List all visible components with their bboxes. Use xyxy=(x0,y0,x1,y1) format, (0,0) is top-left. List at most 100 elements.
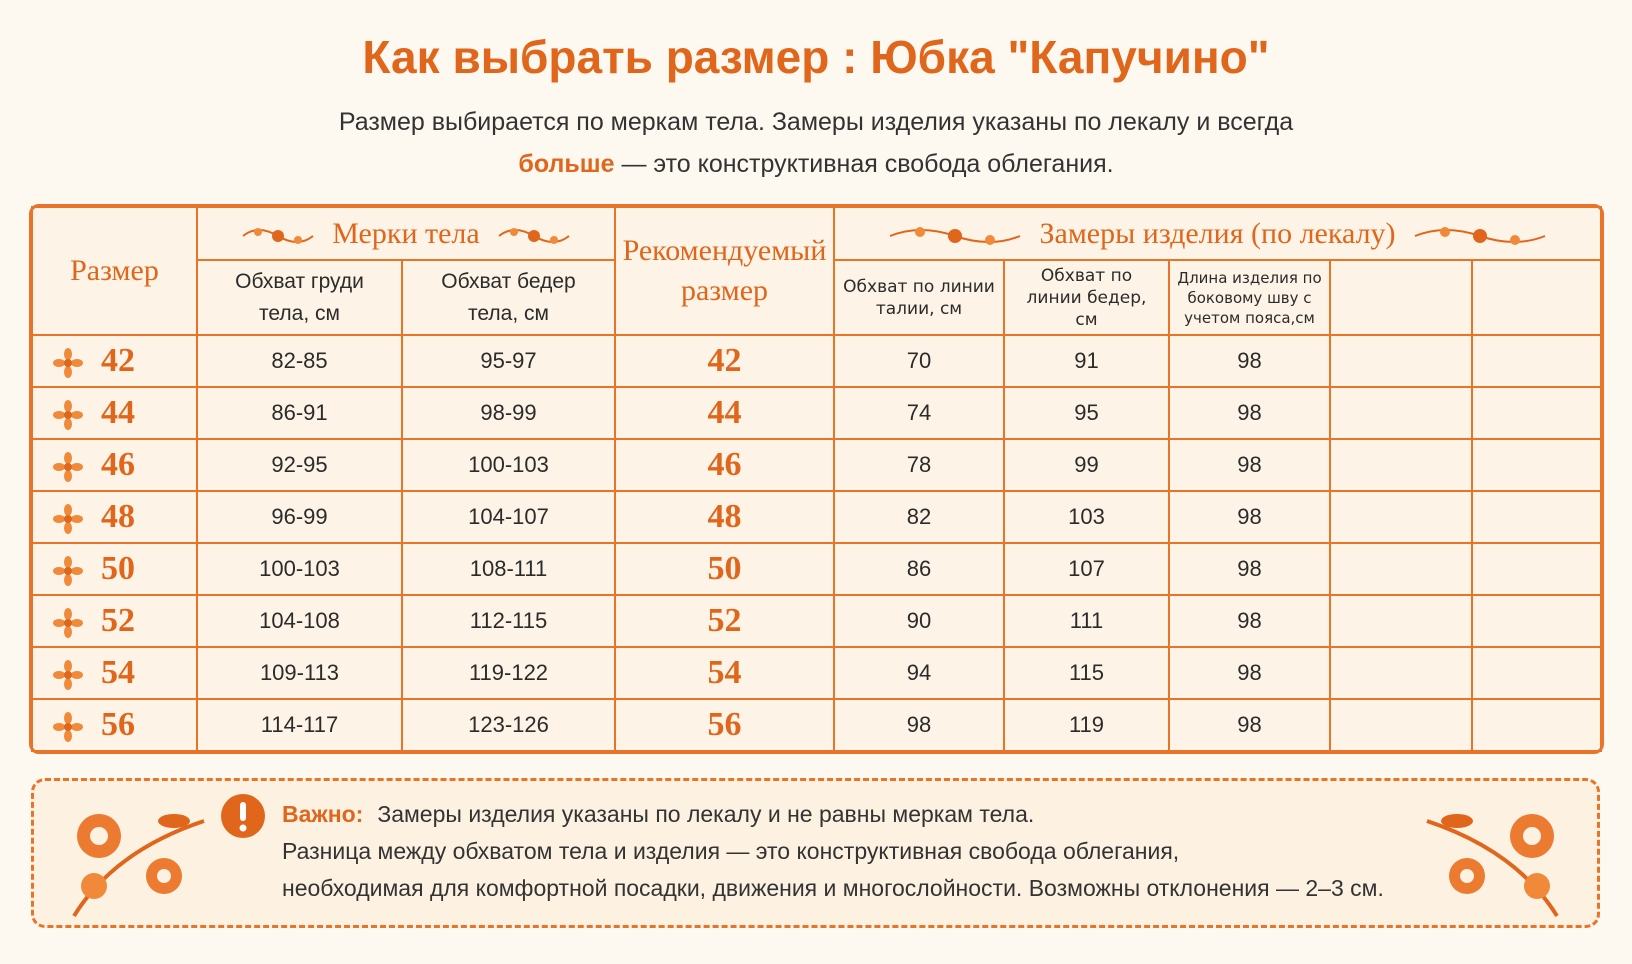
cell-text: 52 xyxy=(707,602,742,639)
cell-text: 98 xyxy=(1237,348,1262,373)
note-text: Разница между обхватом тела и изделия — … xyxy=(282,838,1180,864)
header-text: Рекомендуемый размер xyxy=(622,234,827,307)
header-text: Обхват груди тела, см xyxy=(235,269,364,325)
cell-text: 44 xyxy=(707,394,742,431)
cell-text: 70 xyxy=(906,348,932,373)
table-cell: 98 xyxy=(833,698,1005,752)
header-cell: Обхват по линии талии, см xyxy=(833,259,1005,336)
table-cell: 42 xyxy=(614,334,835,388)
table-cell: 95 xyxy=(1003,386,1170,440)
table-row: 50 100-103 108-111 50 86 107 98 xyxy=(31,542,1602,596)
table-cell: 119-122 xyxy=(401,646,616,700)
cell-text: 48 xyxy=(707,498,742,535)
table-cell: 52 xyxy=(31,594,198,648)
note-text: необходимая для комфортной посадки, движ… xyxy=(282,875,1384,901)
cell-text: 56 xyxy=(707,706,742,743)
header-cell: Мерки тела xyxy=(196,206,616,261)
cell-text: 108-111 xyxy=(469,556,548,581)
cell-text: 50 xyxy=(707,550,742,587)
table-cell: 70 xyxy=(833,334,1005,388)
table-cell: 104-108 xyxy=(196,594,403,648)
table-row: 52 104-108 112-115 52 90 111 98 xyxy=(31,594,1602,648)
table-cell: 48 xyxy=(31,490,198,544)
cell-text: 109-113 xyxy=(259,660,340,685)
empty-cell xyxy=(1329,386,1473,440)
table-cell: 90 xyxy=(833,594,1005,648)
table-cell: 94 xyxy=(833,646,1005,700)
table-cell: 98 xyxy=(1168,594,1331,648)
cell-text: 98 xyxy=(1237,712,1262,737)
table-cell: 86-91 xyxy=(196,386,403,440)
header-text: Длина изделия по боковому шву с учетом п… xyxy=(1177,268,1322,327)
header-cell: Обхват бедер тела, см xyxy=(401,259,616,336)
flower-icon xyxy=(53,660,83,691)
header-text: Размер xyxy=(70,254,159,287)
cell-text: 44 xyxy=(101,394,135,431)
table-cell: 103 xyxy=(1003,490,1170,544)
table-cell: 123-126 xyxy=(401,698,616,752)
table-cell: 44 xyxy=(31,386,198,440)
cell-text: 54 xyxy=(707,654,742,691)
table-cell: 50 xyxy=(614,542,835,596)
header-cell: Обхват груди тела, см xyxy=(196,259,403,336)
flower-icon xyxy=(53,608,83,639)
cell-text: 111 xyxy=(1069,608,1104,633)
table-cell: 92-95 xyxy=(196,438,403,492)
header-text: Обхват по линии талии, см xyxy=(843,276,995,319)
flower-icon xyxy=(53,504,83,535)
table-cell: 56 xyxy=(31,698,198,752)
cell-text: 115 xyxy=(1068,660,1105,685)
table-cell: 112-115 xyxy=(401,594,616,648)
table-cell: 44 xyxy=(614,386,835,440)
cell-text: 112-115 xyxy=(469,608,548,633)
empty-cell xyxy=(1471,490,1602,544)
cell-text: 94 xyxy=(906,660,932,685)
cell-text: 74 xyxy=(906,400,932,425)
table-cell: 98 xyxy=(1168,386,1331,440)
table-cell: 95-97 xyxy=(401,334,616,388)
table-cell: 98 xyxy=(1168,490,1331,544)
cell-text: 92-95 xyxy=(271,452,328,477)
table-cell: 48 xyxy=(614,490,835,544)
table-cell: 52 xyxy=(614,594,835,648)
flower-icon xyxy=(53,400,83,431)
cell-text: 86-91 xyxy=(271,400,328,425)
table-cell: 111 xyxy=(1003,594,1170,648)
cell-text: 42 xyxy=(101,342,135,379)
cell-text: 42 xyxy=(707,342,742,379)
cell-text: 98 xyxy=(1237,504,1262,529)
table-cell: 100-103 xyxy=(401,438,616,492)
ornament xyxy=(498,227,570,244)
subtitle: больше — это конструктивная свобода обле… xyxy=(0,150,1632,179)
table-cell: 74 xyxy=(833,386,1005,440)
cell-text: 98-99 xyxy=(480,400,537,425)
empty-cell xyxy=(1471,438,1602,492)
table-cell: 98-99 xyxy=(401,386,616,440)
cell-text: 98 xyxy=(1237,400,1262,425)
empty-cell xyxy=(1329,698,1473,752)
table-cell: 98 xyxy=(1168,334,1331,388)
header-text: Обхват бедер тела, см xyxy=(441,269,576,325)
empty-cell xyxy=(1471,542,1602,596)
cell-text: 98 xyxy=(906,712,932,737)
empty-cell xyxy=(1329,646,1473,700)
cell-text: 96-99 xyxy=(271,504,328,529)
empty-cell xyxy=(1329,594,1473,648)
table-cell: 115 xyxy=(1003,646,1170,700)
cell-text: 98 xyxy=(1237,556,1262,581)
cell-text: 98 xyxy=(1237,660,1262,685)
warning-icon xyxy=(221,794,265,838)
header-cell: Длина изделия по боковому шву с учетом п… xyxy=(1168,259,1331,336)
cell-text: 56 xyxy=(101,706,135,743)
table-row: 46 92-95 100-103 46 78 99 98 xyxy=(31,438,1602,492)
cell-text: 123-126 xyxy=(468,712,549,737)
cell-text: 46 xyxy=(101,446,135,483)
cell-text: 54 xyxy=(101,654,135,691)
cell-text: 119 xyxy=(1068,712,1105,737)
cell-text: 98 xyxy=(1237,608,1262,633)
table-cell: 82-85 xyxy=(196,334,403,388)
empty-cell xyxy=(1471,259,1602,336)
cell-text: 52 xyxy=(101,602,135,639)
note-text: Замеры изделия указаны по лекалу и не ра… xyxy=(377,801,1035,827)
